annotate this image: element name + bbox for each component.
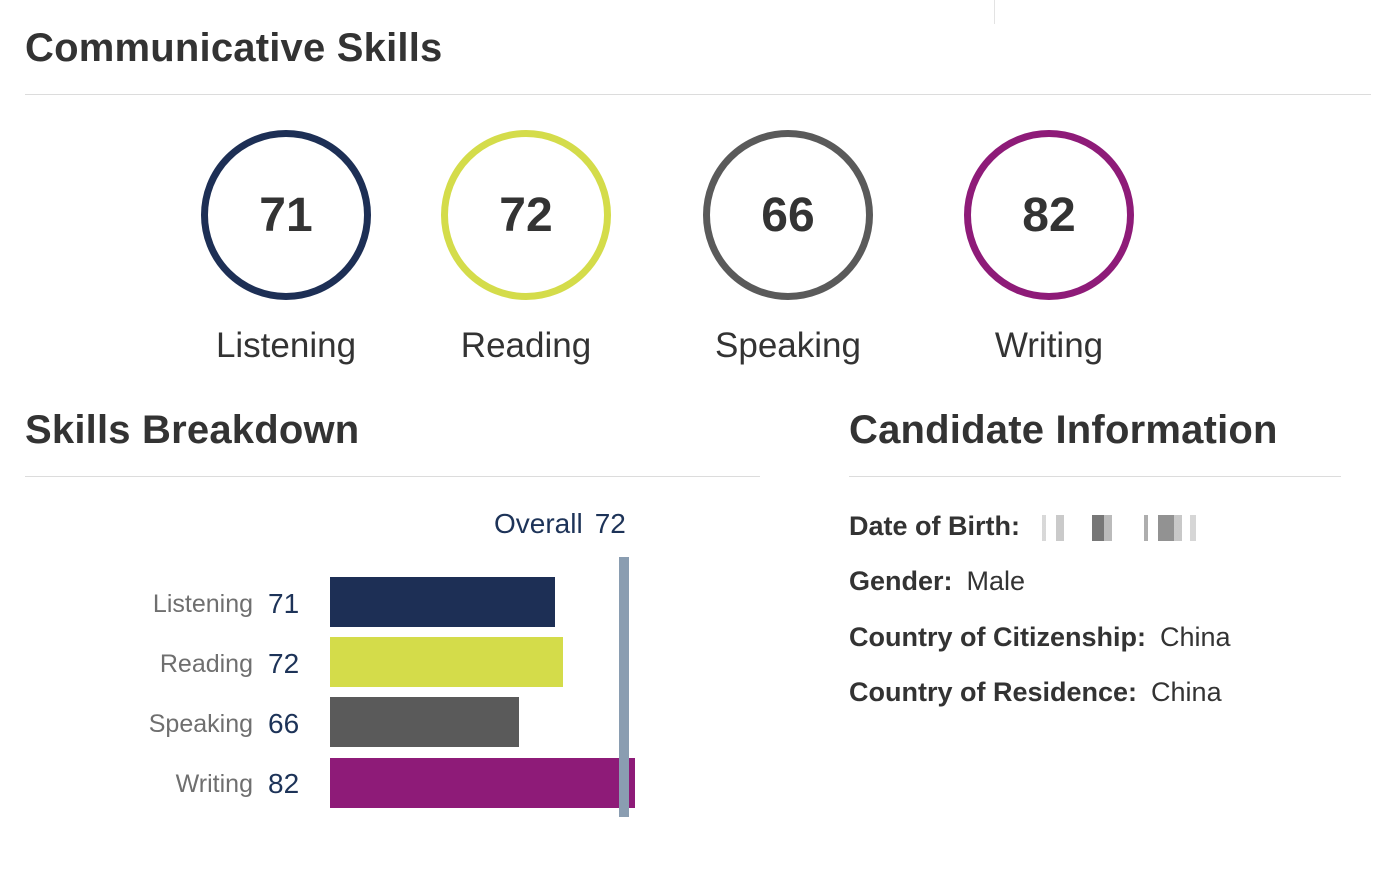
bar-score-writing: 82 xyxy=(268,768,300,799)
gender-label: Gender: xyxy=(849,566,953,596)
communicative-divider xyxy=(25,94,1371,95)
info-row-citizenship: Country of Citizenship: China xyxy=(849,622,1231,653)
bar-score-listening: 71 xyxy=(268,588,300,619)
residence-value: China xyxy=(1151,677,1222,707)
bar-score-speaking: 66 xyxy=(268,708,300,739)
gender-value: Male xyxy=(966,566,1026,596)
skill-label: Writing xyxy=(994,326,1104,365)
bar-listening xyxy=(330,577,555,627)
redacted-dob-value xyxy=(1034,514,1206,541)
bar-label-reading: Reading xyxy=(159,650,253,678)
skill-label: Listening xyxy=(215,326,357,365)
skill-circle-speaking: 66 Speaking xyxy=(703,130,873,366)
bar-reading xyxy=(330,637,563,687)
citizenship-value: China xyxy=(1159,622,1231,652)
residence-label: Country of Residence: xyxy=(849,677,1138,707)
bar-score-reading: 72 xyxy=(268,648,300,679)
score-ring: 82 xyxy=(964,130,1134,300)
score-value: 72 xyxy=(499,188,553,242)
citizenship-label: Country of Citizenship: xyxy=(849,622,1146,652)
skill-circle-reading: 72 Reading xyxy=(441,130,611,366)
overall-value: 72 xyxy=(594,508,626,539)
score-ring: 71 xyxy=(201,130,371,300)
communicative-skills-title: Communicative Skills xyxy=(25,26,443,70)
skill-circle-listening: 71 Listening xyxy=(201,130,371,366)
overall-score: Overall 72 xyxy=(494,508,626,540)
bar-label-speaking: Speaking xyxy=(148,710,253,738)
info-row-gender: Gender: Male xyxy=(849,566,1025,597)
breakdown-divider xyxy=(25,476,760,477)
candidate-divider xyxy=(849,476,1341,477)
skill-label: Reading xyxy=(460,326,592,365)
info-row-residence: Country of Residence: China xyxy=(849,677,1222,708)
skills-breakdown-title: Skills Breakdown xyxy=(25,408,360,452)
score-ring: 72 xyxy=(441,130,611,300)
dob-label: Date of Birth: xyxy=(849,511,1020,541)
bar-writing xyxy=(330,758,635,808)
bar-label-writing: Writing xyxy=(175,770,253,798)
bar-speaking xyxy=(330,697,519,747)
candidate-info-title: Candidate Information xyxy=(849,408,1278,452)
skill-label: Speaking xyxy=(715,326,861,365)
score-ring: 66 xyxy=(703,130,873,300)
top-divider xyxy=(994,0,995,24)
bar-label-listening: Listening xyxy=(152,590,253,618)
info-row-dob: Date of Birth: xyxy=(849,511,1206,542)
overall-label: Overall xyxy=(494,508,583,539)
overall-marker-line xyxy=(619,557,629,817)
score-value: 71 xyxy=(259,188,313,242)
score-value: 66 xyxy=(761,188,815,242)
score-value: 82 xyxy=(1022,188,1076,242)
skill-circle-writing: 82 Writing xyxy=(964,130,1134,366)
